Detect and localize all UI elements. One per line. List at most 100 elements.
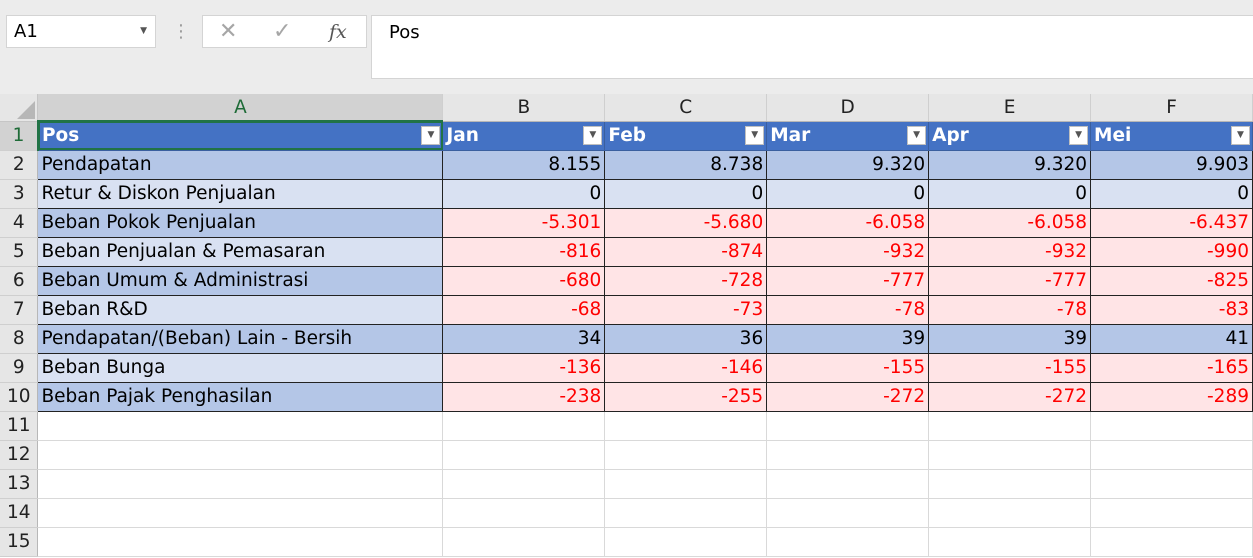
value-cell[interactable]: -238 (442, 381, 606, 412)
value-cell[interactable]: -5.301 (442, 207, 606, 238)
column-header-a[interactable]: A (37, 94, 444, 122)
empty-cell[interactable] (37, 411, 444, 441)
row-header[interactable]: 14 (0, 498, 39, 528)
row-header[interactable]: 13 (0, 469, 39, 499)
value-cell[interactable]: 0 (766, 178, 930, 209)
name-box[interactable]: A1 ▼ (6, 15, 156, 48)
empty-cell[interactable] (442, 440, 606, 470)
value-cell[interactable]: -5.680 (604, 207, 768, 238)
value-cell[interactable]: -874 (604, 236, 768, 267)
row-label-cell[interactable]: Beban Bunga (37, 352, 444, 383)
value-cell[interactable]: 39 (928, 323, 1092, 354)
value-cell[interactable]: 34 (442, 323, 606, 354)
filter-dropdown-icon[interactable]: ▼ (583, 125, 603, 145)
select-all-corner[interactable] (0, 94, 39, 122)
empty-cell[interactable] (604, 469, 768, 499)
column-header-f[interactable]: F (1090, 94, 1253, 122)
empty-cell[interactable] (766, 411, 930, 441)
empty-cell[interactable] (604, 498, 768, 528)
formula-bar-grip-icon[interactable]: ⋮ (172, 21, 190, 42)
empty-cell[interactable] (442, 411, 606, 441)
empty-cell[interactable] (442, 527, 606, 557)
value-cell[interactable]: 36 (604, 323, 768, 354)
value-cell[interactable]: -78 (928, 294, 1092, 325)
row-header[interactable]: 1 (0, 121, 39, 151)
value-cell[interactable]: 0 (928, 178, 1092, 209)
row-header[interactable]: 15 (0, 527, 39, 557)
filter-dropdown-icon[interactable]: ▼ (745, 125, 765, 145)
empty-cell[interactable] (766, 527, 930, 557)
table-header-cell[interactable]: Pos ▼ (37, 120, 444, 151)
empty-cell[interactable] (1090, 498, 1253, 528)
row-header[interactable]: 5 (0, 237, 39, 267)
empty-cell[interactable] (766, 440, 930, 470)
value-cell[interactable]: -155 (766, 352, 930, 383)
enter-icon[interactable]: ✓ (273, 19, 292, 44)
spreadsheet-grid[interactable]: A B C D E F 1 Pos ▼ Jan ▼ Feb ▼ Mar ▼ Apr ▼ Mei ▼ 2 Pendapat… (0, 94, 1253, 557)
value-cell[interactable]: -680 (442, 265, 606, 296)
empty-cell[interactable] (1090, 469, 1253, 499)
value-cell[interactable]: 41 (1090, 323, 1253, 354)
row-label-cell[interactable]: Beban Penjualan & Pemasaran (37, 236, 444, 267)
column-header-b[interactable]: B (442, 94, 606, 122)
row-label-cell[interactable]: Pendapatan/(Beban) Lain - Bersih (37, 323, 444, 354)
value-cell[interactable]: -155 (928, 352, 1092, 383)
filter-dropdown-icon[interactable]: ▼ (1069, 125, 1089, 145)
table-header-cell[interactable]: Feb ▼ (604, 120, 768, 151)
value-cell[interactable]: -289 (1090, 381, 1253, 412)
value-cell[interactable]: -68 (442, 294, 606, 325)
insert-function-icon[interactable]: fx (329, 21, 347, 43)
value-cell[interactable]: -777 (766, 265, 930, 296)
name-box-dropdown-icon[interactable]: ▼ (140, 26, 147, 36)
table-header-cell[interactable]: Mei ▼ (1090, 120, 1253, 151)
row-label-cell[interactable]: Beban Pajak Penghasilan (37, 381, 444, 412)
value-cell[interactable]: 9.320 (928, 149, 1092, 180)
value-cell[interactable]: 9.903 (1090, 149, 1253, 180)
empty-cell[interactable] (766, 469, 930, 499)
row-label-cell[interactable]: Retur & Diskon Penjualan (37, 178, 444, 209)
value-cell[interactable]: -6.437 (1090, 207, 1253, 238)
row-label-cell[interactable]: Pendapatan (37, 149, 444, 180)
empty-cell[interactable] (604, 411, 768, 441)
empty-cell[interactable] (1090, 411, 1253, 441)
empty-cell[interactable] (766, 498, 930, 528)
empty-cell[interactable] (442, 498, 606, 528)
row-header[interactable]: 12 (0, 440, 39, 470)
row-label-cell[interactable]: Beban R&D (37, 294, 444, 325)
value-cell[interactable]: -272 (766, 381, 930, 412)
empty-cell[interactable] (37, 527, 444, 557)
value-cell[interactable]: -990 (1090, 236, 1253, 267)
value-cell[interactable]: 9.320 (766, 149, 930, 180)
empty-cell[interactable] (442, 469, 606, 499)
filter-dropdown-icon[interactable]: ▼ (907, 125, 927, 145)
value-cell[interactable]: -6.058 (766, 207, 930, 238)
empty-cell[interactable] (604, 527, 768, 557)
row-header[interactable]: 8 (0, 324, 39, 354)
table-header-cell[interactable]: Mar ▼ (766, 120, 930, 151)
row-header[interactable]: 4 (0, 208, 39, 238)
row-header[interactable]: 9 (0, 353, 39, 383)
empty-cell[interactable] (1090, 527, 1253, 557)
value-cell[interactable]: -272 (928, 381, 1092, 412)
empty-cell[interactable] (37, 469, 444, 499)
value-cell[interactable]: -73 (604, 294, 768, 325)
value-cell[interactable]: 39 (766, 323, 930, 354)
value-cell[interactable]: -932 (928, 236, 1092, 267)
table-header-cell[interactable]: Apr ▼ (928, 120, 1092, 151)
column-header-d[interactable]: D (766, 94, 930, 122)
row-label-cell[interactable]: Beban Umum & Administrasi (37, 265, 444, 296)
empty-cell[interactable] (604, 440, 768, 470)
empty-cell[interactable] (928, 527, 1092, 557)
empty-cell[interactable] (928, 440, 1092, 470)
value-cell[interactable]: 0 (604, 178, 768, 209)
value-cell[interactable]: -83 (1090, 294, 1253, 325)
value-cell[interactable]: 8.738 (604, 149, 768, 180)
filter-dropdown-icon[interactable]: ▼ (1231, 125, 1250, 145)
filter-dropdown-icon[interactable]: ▼ (421, 126, 441, 145)
value-cell[interactable]: -78 (766, 294, 930, 325)
value-cell[interactable]: -777 (928, 265, 1092, 296)
cancel-icon[interactable]: ✕ (219, 19, 238, 44)
row-header[interactable]: 6 (0, 266, 39, 296)
row-label-cell[interactable]: Beban Pokok Penjualan (37, 207, 444, 238)
table-header-cell[interactable]: Jan ▼ (442, 120, 606, 151)
